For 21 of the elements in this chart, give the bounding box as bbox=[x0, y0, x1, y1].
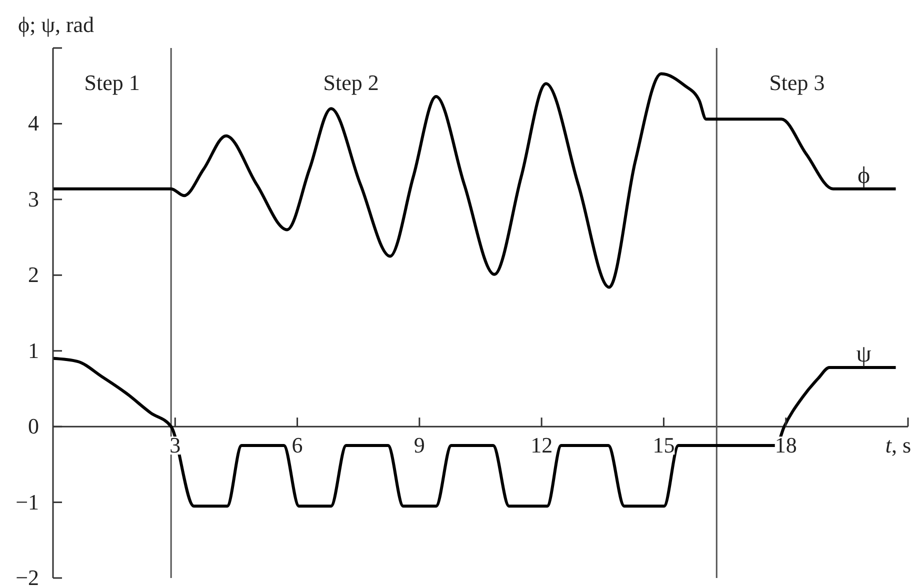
y-tick-label: 1 bbox=[28, 338, 39, 363]
x-axis-title: t, s bbox=[885, 432, 911, 458]
x-tick-label: 6 bbox=[292, 432, 303, 458]
annotation: Step 3 bbox=[769, 70, 825, 95]
annotation: Step 1 bbox=[84, 70, 140, 95]
y-tick-label: −2 bbox=[16, 565, 39, 588]
y-axis-title: ϕ; ψ, rad bbox=[18, 12, 94, 37]
x-tick-label: 12 bbox=[530, 432, 553, 458]
y-tick-label: 2 bbox=[28, 262, 39, 288]
series-label: ϕ bbox=[857, 162, 870, 189]
x-tick-label: 9 bbox=[414, 432, 425, 458]
y-tick-label: 4 bbox=[28, 110, 39, 136]
x-tick-label: 15 bbox=[652, 432, 675, 458]
y-tick-label: 3 bbox=[28, 186, 39, 212]
y-tick-label: 0 bbox=[28, 414, 39, 439]
x-tick-label: 18 bbox=[774, 432, 797, 458]
y-tick-label: −1 bbox=[16, 489, 39, 514]
series-label: ψ bbox=[856, 342, 872, 368]
line-series bbox=[53, 72, 898, 289]
annotation: Step 2 bbox=[323, 70, 379, 95]
x-tick-label: 3 bbox=[170, 432, 181, 458]
